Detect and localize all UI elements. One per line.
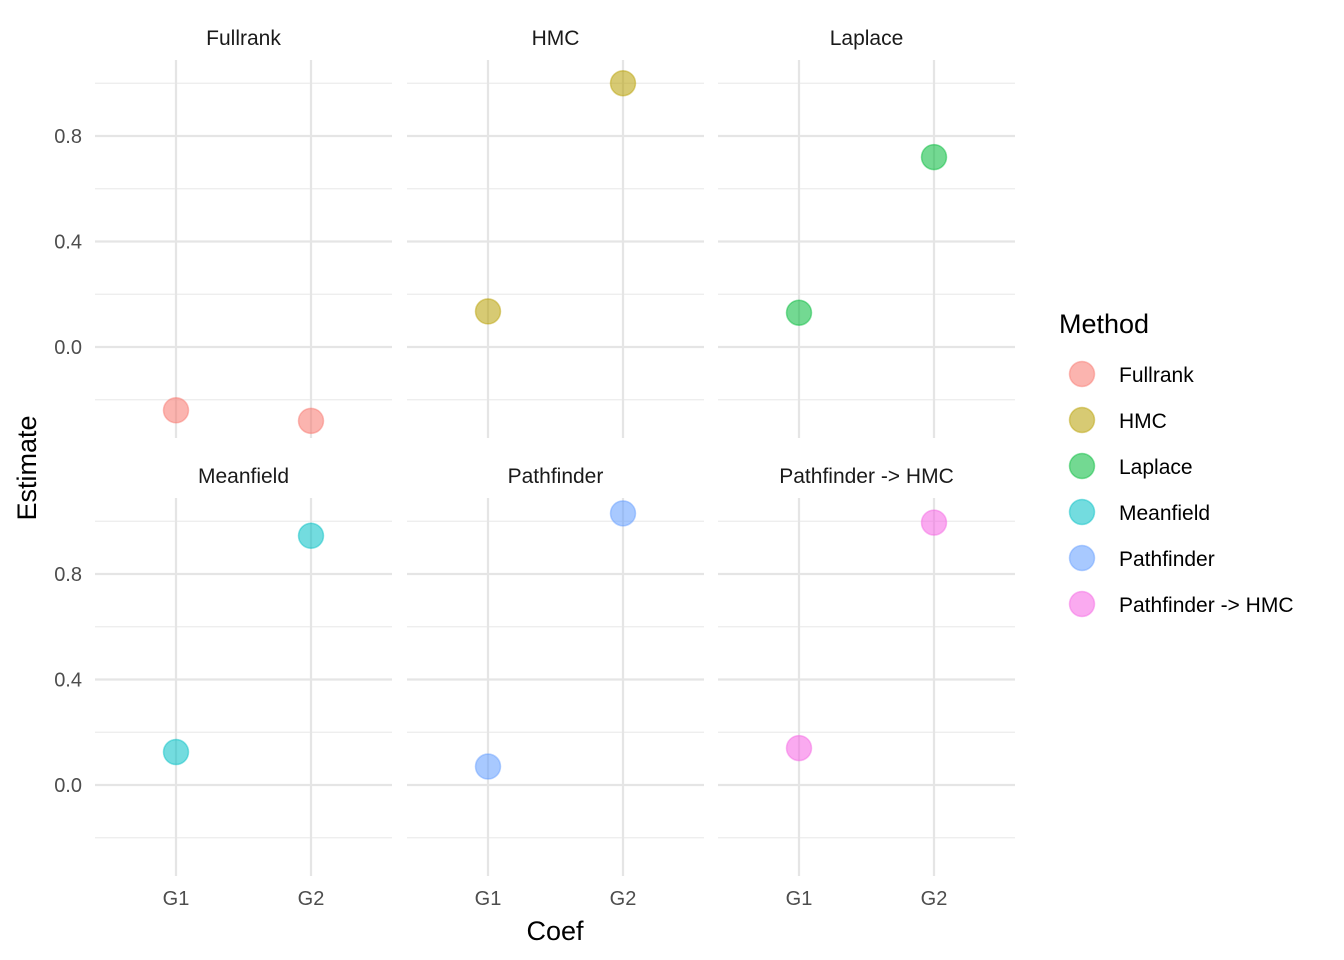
facet-strip-label: Fullrank xyxy=(206,27,281,50)
facet-strip-label: Meanfield xyxy=(198,465,289,488)
legend-label: Pathfinder -> HMC xyxy=(1119,594,1293,617)
legend-item: Pathfinder xyxy=(1068,544,1215,572)
facet-panel: HMC xyxy=(407,27,704,438)
legend-swatch xyxy=(1068,452,1096,480)
data-point xyxy=(474,298,502,325)
legend-label: Fullrank xyxy=(1119,364,1194,387)
data-point xyxy=(920,143,948,171)
x-tick-label: G1 xyxy=(786,888,813,910)
facet-panel: Pathfinder -> HMC xyxy=(718,465,1015,876)
facet-strip-label: Pathfinder xyxy=(508,465,604,488)
legend-label: Pathfinder xyxy=(1119,548,1215,571)
x-axis-title: Coef xyxy=(526,916,584,946)
x-tick-label: G2 xyxy=(610,888,637,910)
facet-panels: Fullrank HMC Laplace Meanfield Pathfinder Pat… xyxy=(95,27,1015,876)
legend-item: Fullrank xyxy=(1068,360,1194,388)
x-axis: G1 G2 G1 G2 G1 G2 xyxy=(163,888,948,910)
legend-item: HMC xyxy=(1068,406,1167,434)
data-point xyxy=(297,407,325,435)
data-point xyxy=(297,522,325,550)
facet-panel: Pathfinder xyxy=(407,465,704,876)
facet-strip-label: HMC xyxy=(532,27,580,50)
y-tick-label: 0.0 xyxy=(54,775,82,797)
y-tick-label: 0.8 xyxy=(54,126,82,148)
legend-swatch xyxy=(1068,590,1096,618)
y-tick-label: 0.4 xyxy=(54,232,82,254)
legend-label: Laplace xyxy=(1119,456,1193,479)
legend-swatch xyxy=(1068,406,1096,434)
legend-label: HMC xyxy=(1119,410,1167,433)
data-point xyxy=(162,738,190,766)
legend-swatch xyxy=(1068,360,1096,388)
y-axis: 0.0 0.4 0.8 0.0 0.4 0.8 xyxy=(54,126,82,797)
legend-title: Method xyxy=(1059,309,1149,339)
y-tick-label: 0.4 xyxy=(54,670,82,692)
data-point xyxy=(162,397,190,424)
x-tick-label: G1 xyxy=(475,888,502,910)
legend-swatch xyxy=(1068,544,1096,572)
data-point xyxy=(609,70,637,97)
x-tick-label: G2 xyxy=(298,888,325,910)
data-point xyxy=(609,500,637,527)
y-tick-label: 0.8 xyxy=(54,564,82,586)
data-point xyxy=(920,509,948,536)
facet-panel: Meanfield xyxy=(95,465,392,876)
data-point xyxy=(785,299,813,326)
facet-panel: Fullrank xyxy=(95,27,392,438)
legend-label: Meanfield xyxy=(1119,502,1210,525)
x-tick-label: G2 xyxy=(921,888,948,910)
x-tick-label: G1 xyxy=(163,888,190,910)
facet-panel: Laplace xyxy=(718,27,1015,438)
legend-item: Pathfinder -> HMC xyxy=(1068,590,1293,618)
facet-strip-label: Laplace xyxy=(830,27,904,50)
legend: Method Fullrank HMC Laplace Meanfield Pathfi… xyxy=(1059,309,1293,618)
data-point xyxy=(474,753,502,780)
legend-swatch xyxy=(1068,498,1096,526)
legend-item: Laplace xyxy=(1068,452,1193,480)
y-tick-label: 0.0 xyxy=(54,337,82,359)
legend-item: Meanfield xyxy=(1068,498,1210,526)
data-point xyxy=(785,734,813,762)
y-axis-title: Estimate xyxy=(12,415,42,520)
facet-strip-label: Pathfinder -> HMC xyxy=(779,465,953,488)
